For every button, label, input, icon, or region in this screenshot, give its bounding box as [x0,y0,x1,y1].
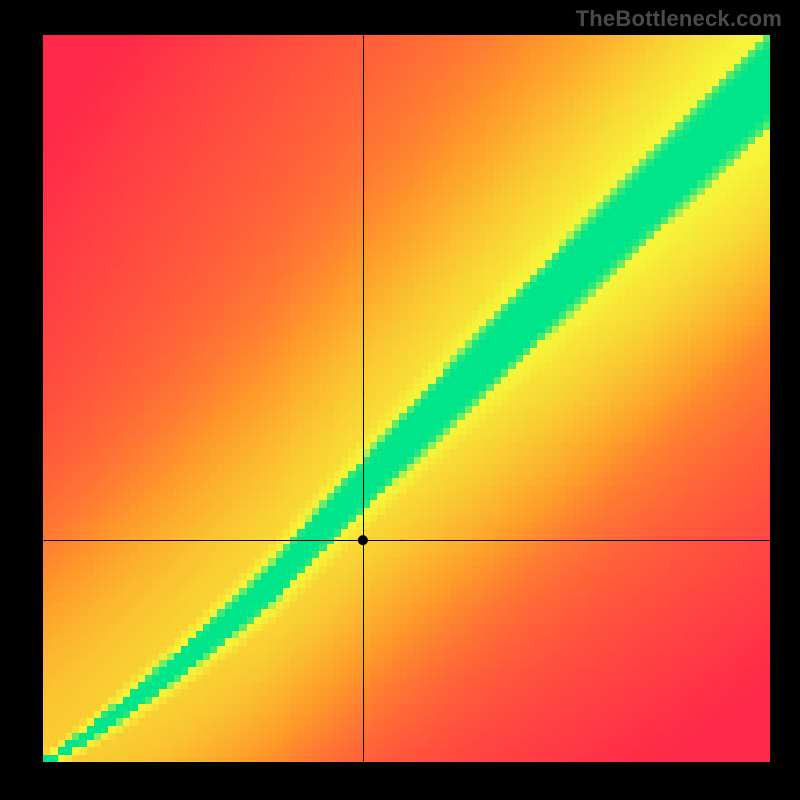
chart-container: TheBottleneck.com [0,0,800,800]
overlay-canvas [0,0,800,800]
attribution-label: TheBottleneck.com [576,6,782,32]
